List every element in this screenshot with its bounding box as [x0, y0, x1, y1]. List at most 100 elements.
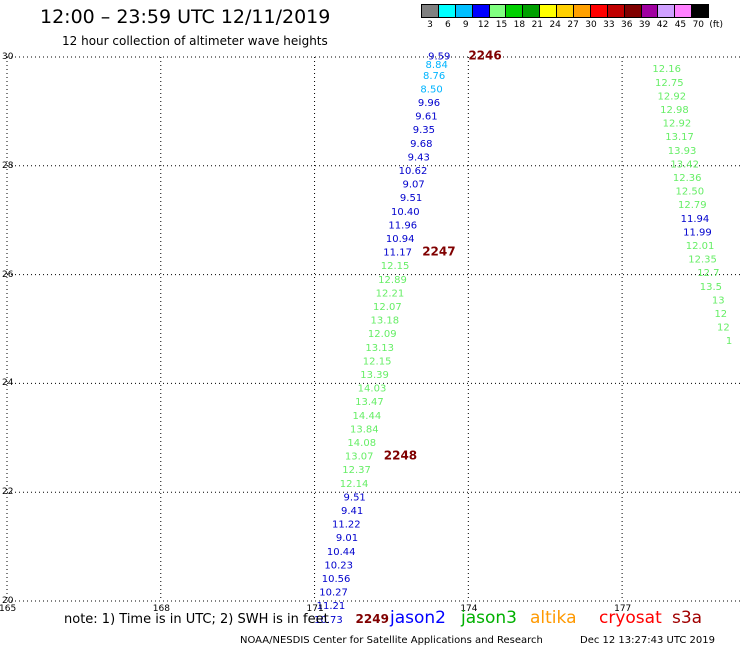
- wave-height-value: 11.17: [383, 248, 412, 259]
- wave-height-value: 12.36: [673, 173, 702, 184]
- wave-height-value: 12.09: [368, 329, 397, 340]
- legend-labels: 3 6 9 12 15 18 21 24 27 30 33 36 39 42 45 70 (ft): [421, 20, 725, 30]
- wave-height-value: 10.56: [322, 574, 351, 585]
- wave-height-value: 13.13: [365, 343, 394, 354]
- wave-height-value: 9.01: [336, 533, 358, 544]
- note-text: note: 1) Time is in UTC; 2) SWH is in fe…: [64, 612, 329, 627]
- satellite-cryosat: cryosat: [599, 608, 662, 628]
- wave-height-value: 12.35: [688, 255, 717, 266]
- wave-height-value: 13.18: [370, 316, 399, 327]
- color-legend: 3 6 9 12 15 18 21 24 27 30 33 36 39 42 45 70 (ft): [421, 4, 725, 30]
- wave-height-value: 9.68: [410, 139, 432, 150]
- wave-height-value: 9.07: [402, 180, 424, 191]
- wave-height-value: 12.01: [686, 241, 715, 252]
- legend-label: 45: [674, 20, 687, 30]
- wave-height-value: 9.43: [408, 152, 430, 163]
- wave-height-value: 11.21: [317, 601, 346, 612]
- wave-height-value: 9.41: [341, 506, 363, 517]
- wave-height-value: 13: [712, 295, 725, 306]
- wave-height-value: 11.96: [388, 220, 417, 231]
- wave-height-value: 12.37: [342, 465, 371, 476]
- legend-label: 36: [621, 20, 633, 30]
- wave-height-value: 9.35: [413, 125, 435, 136]
- legend-label: 18: [513, 20, 526, 30]
- wave-height-value: 10.40: [391, 207, 420, 218]
- satellite-jason2: jason2: [390, 608, 446, 628]
- wave-height-value: 12.15: [381, 261, 410, 272]
- y-tick-label: 30: [2, 52, 14, 62]
- wave-height-value: 8.76: [423, 71, 445, 82]
- legend-label: 6: [444, 20, 451, 30]
- pass-time-label: 2246: [468, 49, 501, 63]
- satellite-altika: altika: [530, 608, 577, 628]
- wave-height-value: 12.07: [373, 302, 402, 313]
- wave-height-value: 10.23: [324, 560, 353, 571]
- legend-label: 24: [549, 20, 561, 30]
- wave-height-value: 13.5: [700, 282, 722, 293]
- y-tick-label: 28: [2, 160, 14, 171]
- legend-label: 70: [692, 20, 705, 30]
- x-tick-label: 171: [306, 604, 324, 614]
- wave-height-value: 13.84: [350, 424, 379, 435]
- x-tick-label: 165: [0, 604, 17, 614]
- wave-height-value: 9.59: [428, 52, 450, 63]
- page-title: 12:00 – 23:59 UTC 12/11/2019: [40, 6, 331, 28]
- wave-height-value: 11.99: [683, 227, 712, 238]
- wave-height-value: 9.96: [418, 98, 440, 109]
- wave-height-value: 10.44: [327, 547, 356, 558]
- wave-height-value: 11.94: [681, 214, 710, 225]
- legend-label: 33: [603, 20, 615, 30]
- x-tick-label: 168: [152, 604, 170, 614]
- wave-height-value: 12.98: [660, 105, 689, 116]
- satellite-s3a: s3a: [672, 608, 703, 628]
- footer-credit: NOAA/NESDIS Center for Satellite Applica…: [240, 635, 543, 646]
- wave-height-value: 13.93: [668, 146, 697, 157]
- wave-height-value: 9.51: [344, 492, 366, 503]
- wave-height-value: 11.22: [332, 520, 361, 531]
- wave-height-value: 13.07: [345, 452, 374, 463]
- y-tick-label: 20: [2, 596, 14, 606]
- pass-time-label: 2249: [356, 612, 389, 626]
- legend-label: 27: [567, 20, 579, 30]
- wave-height-value: 12.89: [378, 275, 407, 286]
- page-subtitle: 12 hour collection of altimeter wave hei…: [62, 34, 328, 48]
- wave-height-value: 14.44: [353, 411, 382, 422]
- legend-label: 21: [531, 20, 544, 30]
- wave-height-value: 1: [726, 336, 732, 347]
- legend-label: 9: [462, 20, 469, 30]
- wave-height-value: 12.15: [363, 356, 392, 367]
- wave-height-value: 10.62: [399, 166, 428, 177]
- y-tick-label: 26: [2, 269, 14, 280]
- satellite-jason3: jason3: [461, 608, 517, 628]
- legend-label: 15: [495, 20, 508, 30]
- legend-swatches: [421, 4, 725, 18]
- legend-label: 12: [477, 20, 490, 30]
- wave-height-value: 12.21: [376, 288, 405, 299]
- wave-height-value: 8.50: [420, 84, 442, 95]
- wave-height-value: 12.50: [675, 187, 704, 198]
- wave-height-value: 12.14: [340, 479, 369, 490]
- y-tick-label: 22: [2, 487, 14, 498]
- wave-height-value: 13.17: [665, 132, 694, 143]
- pass-time-label: 2248: [384, 449, 417, 463]
- wave-height-value: 10.94: [386, 234, 415, 245]
- legend-label: 3: [427, 20, 433, 30]
- x-tick-label: 177: [614, 604, 632, 614]
- wave-height-value: 8.84: [426, 60, 448, 71]
- wave-height-value: 12.92: [663, 119, 692, 130]
- wave-height-value: 12.7: [697, 268, 719, 279]
- data-marks: 9.598.848.76 8.50 9.96 9.61 9.35 9.68 9.43 10.6…: [314, 49, 732, 626]
- wave-height-value: 9.51: [400, 193, 422, 204]
- wave-height-value: 12: [714, 309, 727, 320]
- x-tick-label: 174: [460, 604, 478, 614]
- wave-height-value: 12.79: [678, 200, 707, 211]
- wave-height-value: 13.39: [360, 370, 389, 381]
- wave-height-value: 10.27: [319, 588, 348, 599]
- wave-height-value: 9.61: [415, 112, 437, 123]
- wave-height-value: 13.42: [670, 159, 699, 170]
- wave-height-value: 12.16: [652, 64, 681, 75]
- legend-label: (ft): [709, 20, 723, 30]
- legend-label: 42: [656, 20, 669, 30]
- grid-lines: [6, 56, 740, 602]
